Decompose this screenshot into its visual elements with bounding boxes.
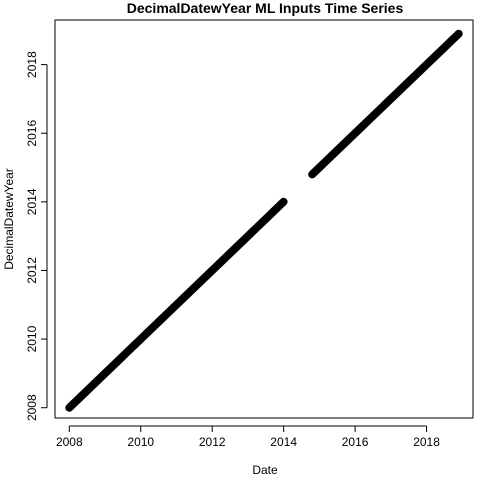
series-segment-1 bbox=[65, 197, 288, 412]
y-tick-label: 2010 bbox=[25, 325, 39, 352]
y-tick-label: 2016 bbox=[25, 120, 39, 147]
y-tick-label: 2012 bbox=[25, 257, 39, 284]
series-segment-2 bbox=[308, 29, 463, 179]
y-axis: 2008 2010 2012 2014 2016 2018 bbox=[25, 51, 48, 421]
x-tick-label: 2008 bbox=[56, 435, 83, 449]
plot-area bbox=[65, 29, 463, 412]
y-axis-label: DecimalDatewYear bbox=[2, 168, 16, 270]
y-tick-label: 2014 bbox=[25, 188, 39, 215]
chart-title: DecimalDatewYear ML Inputs Time Series bbox=[127, 0, 404, 16]
x-tick-label: 2018 bbox=[413, 435, 440, 449]
x-tick-label: 2010 bbox=[127, 435, 154, 449]
x-axis-label: Date bbox=[252, 463, 278, 477]
y-tick-label: 2018 bbox=[25, 51, 39, 78]
x-tick-label: 2016 bbox=[342, 435, 369, 449]
x-tick-label: 2012 bbox=[199, 435, 226, 449]
plot-frame bbox=[54, 19, 474, 419]
x-axis: 2008 2010 2012 2014 2016 2018 bbox=[56, 425, 440, 449]
y-tick-label: 2008 bbox=[25, 394, 39, 421]
x-tick-label: 2014 bbox=[270, 435, 297, 449]
